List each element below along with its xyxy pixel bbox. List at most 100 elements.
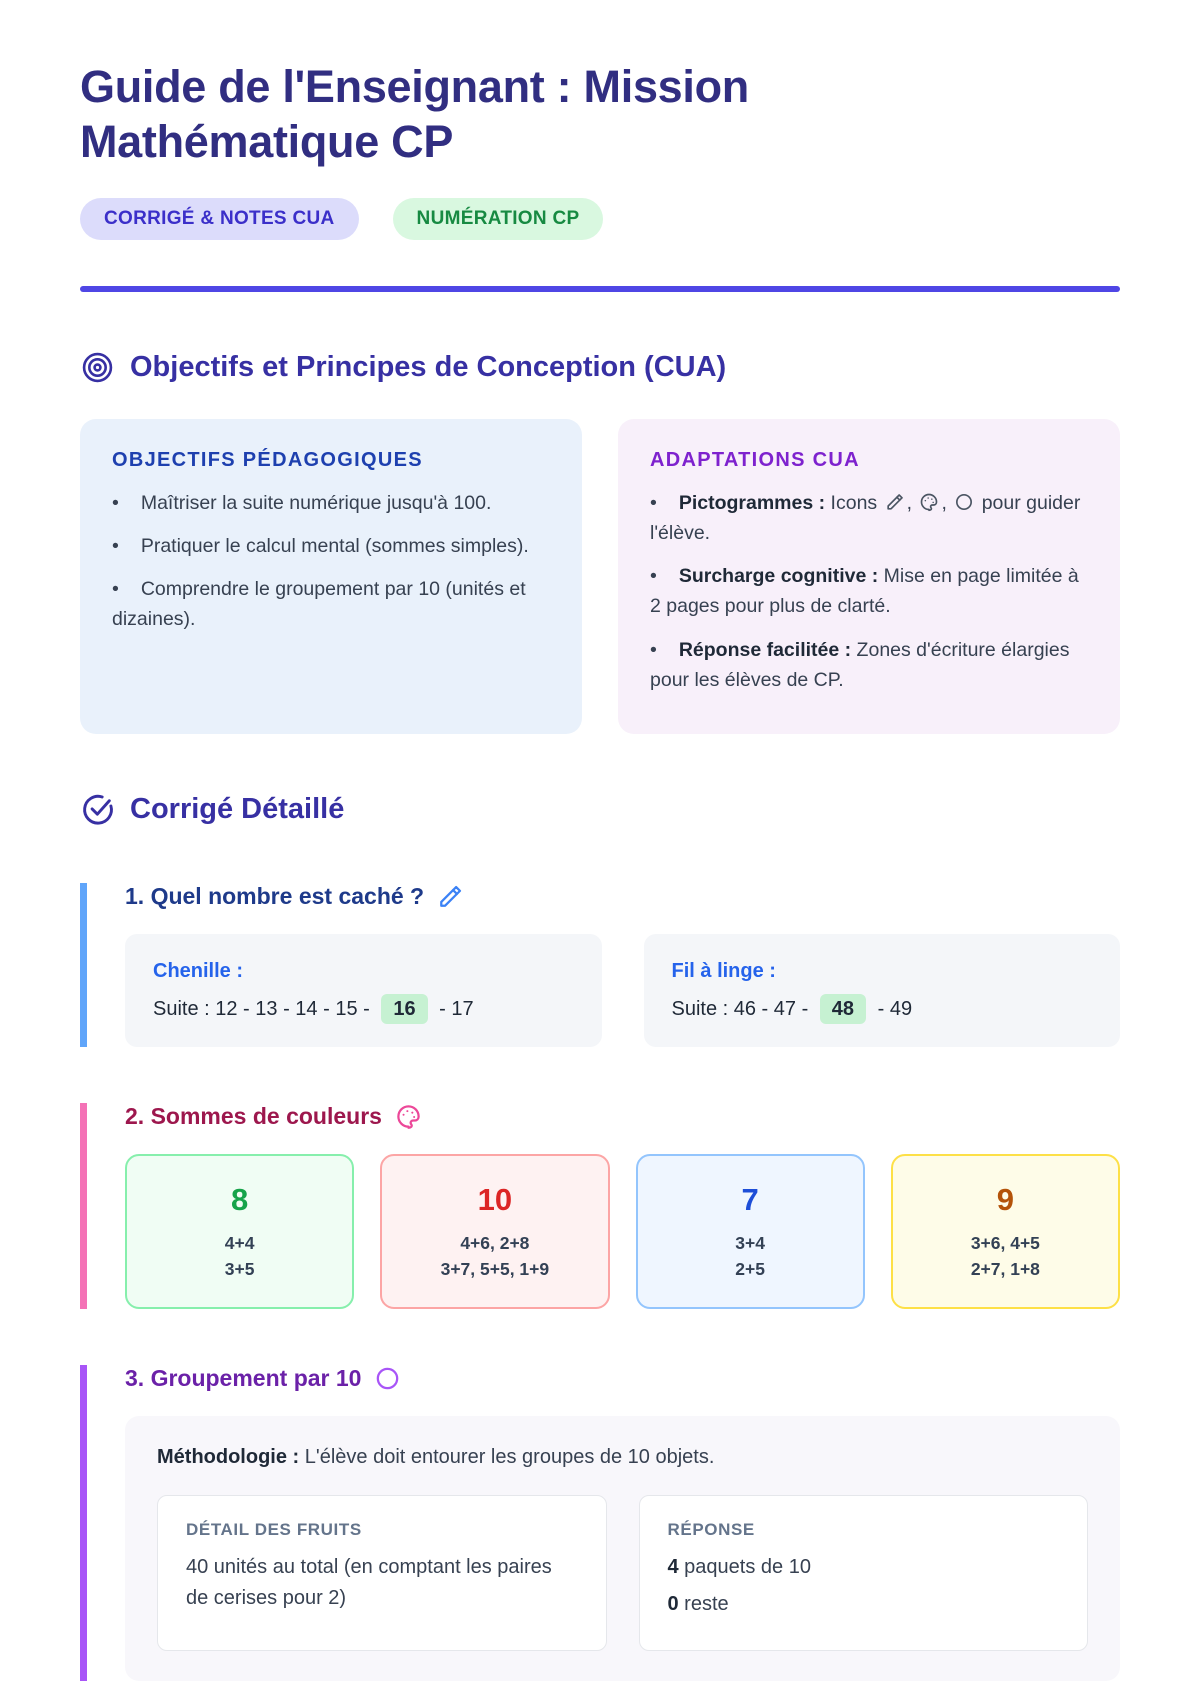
methodology-card: Méthodologie : L'élève doit entourer les… [125, 1415, 1120, 1681]
card-adaptations-title: ADAPTATIONS CUA [650, 448, 860, 471]
exercise-1-block: 1. Quel nombre est caché ? Chenille : Su… [80, 883, 1120, 1048]
exercise-2-block: 2. Sommes de couleurs 8 4+4 3+5 10 4+6, 2… [80, 1103, 1120, 1309]
sum-total: 7 [741, 1182, 759, 1218]
bullet-lead: Pictogrammes : [678, 491, 826, 514]
circle-icon [374, 1365, 401, 1392]
sum-combinations: 4+4 3+5 [137, 1230, 342, 1283]
bullet-item: • Pratiquer le calcul mental (sommes simp… [112, 531, 550, 561]
section-heading-objectives: Objectifs et Principes de Conception (CU… [80, 350, 1120, 385]
bullet-dot: • [650, 638, 657, 661]
panel-line-bold: 4 [667, 1555, 679, 1578]
exercise-3-title: 3. Groupement par 10 [125, 1365, 1120, 1392]
sum-combinations: 3+4 2+5 [648, 1230, 853, 1283]
sum-line: 2+7, 1+8 [970, 1259, 1040, 1280]
answer-panels-row: DÉTAIL DES FRUITS 40 unités au total (en… [157, 1494, 1088, 1651]
sum-card-10: 10 4+6, 2+8 3+7, 5+5, 1+9 [380, 1154, 610, 1309]
bullet-lead: Réponse facilitée : [678, 638, 852, 661]
section-heading-objectives-label: Objectifs et Principes de Conception (CU… [130, 350, 727, 383]
sum-combinations: 3+6, 4+5 2+7, 1+8 [903, 1230, 1108, 1283]
palette-icon [395, 1103, 422, 1130]
bullet-dot: • [650, 565, 657, 588]
bullet-dot: • [112, 578, 119, 601]
bullet-text: pour guider l'élève. [650, 491, 1081, 544]
pencil-icon [437, 883, 464, 910]
panel-line-text: reste [678, 1592, 729, 1615]
sum-line: 3+5 [224, 1259, 255, 1280]
sum-total: 8 [231, 1182, 249, 1218]
sum-card-9: 9 3+6, 4+5 2+7, 1+8 [890, 1154, 1120, 1309]
panel-line-text: 40 unités au total (en comptant les pair… [186, 1555, 552, 1609]
panel-line-bold: 0 [667, 1592, 679, 1615]
objectifs-bullet-list: • Maîtriser la suite numérique jusqu'à 10… [112, 488, 550, 635]
methodology-label: Méthodologie : [157, 1445, 300, 1468]
sum-line: 4+4 [224, 1233, 255, 1254]
badge-row: CORRIGÉ & NOTES CUA NUMÉRATION CP [80, 197, 1120, 240]
palette-icon [919, 492, 939, 512]
bullet-dot: • [650, 491, 657, 514]
sum-combinations: 4+6, 2+8 3+7, 5+5, 1+9 [392, 1230, 597, 1283]
bullet-item: • Pictogrammes : Icons , , pour guider l'… [650, 488, 1088, 548]
bullet-text: Mise en page limitée à 2 pages pour plus… [650, 565, 1079, 618]
panel-reponse: RÉPONSE 4 paquets de 10 0 reste [638, 1494, 1088, 1651]
exercise-1-title: 1. Quel nombre est caché ? [125, 883, 1120, 910]
sequence-label: Chenille : [153, 960, 244, 983]
answer-highlight: 16 [381, 994, 428, 1025]
objectives-cards-row: OBJECTIFS PÉDAGOGIQUES • Maîtriser la sui… [80, 418, 1120, 735]
sequence-cards-row: Chenille : Suite : 12 - 13 - 14 - 15 - 1… [125, 934, 1120, 1048]
sequence-label: Fil à linge : [671, 960, 776, 983]
methodology-text: Méthodologie : L'élève doit entourer les… [157, 1446, 1088, 1469]
sum-line: 3+6, 4+5 [970, 1233, 1040, 1254]
exercise-1-title-label: 1. Quel nombre est caché ? [125, 883, 425, 910]
check-circle-icon [80, 792, 115, 827]
badge-corrige-notes-cua: CORRIGÉ & NOTES CUA [80, 197, 359, 240]
bullet-dot: • [112, 491, 119, 514]
sequence-prefix: Suite : 12 - 13 - 14 - 15 - [153, 998, 376, 1021]
exercise-2-title: 2. Sommes de couleurs [125, 1103, 1120, 1130]
panel-line: 0 reste [668, 1589, 1060, 1620]
sum-total: 9 [996, 1182, 1014, 1218]
bullet-item: • Réponse facilitée : Zones d'écriture él… [650, 635, 1088, 695]
bullet-item: • Maîtriser la suite numérique jusqu'à 10… [112, 488, 550, 518]
exercise-3-block: 3. Groupement par 10 Méthodologie : L'él… [80, 1364, 1120, 1681]
adaptations-bullet-list: • Pictogrammes : Icons , , pour guider l'… [650, 488, 1088, 695]
target-icon [80, 350, 115, 385]
sum-line: 2+5 [735, 1259, 765, 1280]
sum-line: 4+6, 2+8 [460, 1233, 530, 1254]
exercise-3-title-label: 3. Groupement par 10 [125, 1364, 362, 1391]
bullet-item: • Comprendre le groupement par 10 (unités… [112, 574, 550, 634]
bullet-lead: Surcharge cognitive : [678, 565, 879, 588]
bullet-text: Maîtriser la suite numérique jusqu'à 100… [140, 491, 492, 514]
bullet-dot: • [112, 535, 119, 557]
panel-line: 4 paquets de 10 [668, 1552, 1060, 1583]
bullet-text: Pratiquer le calcul mental (sommes simpl… [140, 535, 529, 557]
sum-total: 10 [477, 1182, 513, 1218]
bullet-text: Zones d'écriture élargies pour les élève… [650, 638, 1070, 691]
section-heading-corrige: Corrigé Détaillé [80, 792, 1120, 827]
panel-detail-des-fruits: DÉTAIL DES FRUITS 40 unités au total (en… [157, 1494, 607, 1651]
methodology-body: L'élève doit entourer les groupes de 10 … [299, 1445, 715, 1468]
card-objectifs-title: OBJECTIFS PÉDAGOGIQUES [112, 448, 423, 471]
sequence-prefix: Suite : 46 - 47 - [671, 998, 814, 1021]
sum-cards-row: 8 4+4 3+5 10 4+6, 2+8 3+7, 5+5, 1+9 7 3+4 2… [125, 1154, 1120, 1309]
sum-line: 3+7, 5+5, 1+9 [440, 1259, 550, 1280]
panel-title: RÉPONSE [667, 1519, 755, 1539]
sum-line: 3+4 [735, 1233, 765, 1254]
card-adaptations-cua: ADAPTATIONS CUA • Pictogrammes : Icons , … [618, 418, 1120, 735]
bullet-text: Icons [825, 491, 883, 514]
circle-icon [954, 492, 974, 512]
pencil-icon [885, 492, 905, 512]
exercise-2-title-label: 2. Sommes de couleurs [125, 1103, 382, 1130]
answer-highlight: 48 [819, 994, 867, 1025]
sequence-suffix: - 49 [872, 998, 913, 1021]
bullet-text: , [941, 491, 953, 514]
badge-numeration-cp: NUMÉRATION CP [392, 197, 604, 240]
sequence-card-chenille: Chenille : Suite : 12 - 13 - 14 - 15 - 1… [125, 934, 602, 1048]
card-objectifs-pedagogiques: OBJECTIFS PÉDAGOGIQUES • Maîtriser la sui… [80, 418, 582, 735]
sequence-suffix: - 17 [433, 998, 474, 1021]
page-title: Guide de l'Enseignant : Mission Mathémat… [80, 61, 749, 167]
panel-line-text: paquets de 10 [678, 1555, 811, 1578]
sequence-card-fil-a-linge: Fil à linge : Suite : 46 - 47 - 48 - 49 [643, 934, 1120, 1048]
sequence-text: Suite : 46 - 47 - 48 - 49 [671, 994, 1093, 1025]
bullet-item: • Surcharge cognitive : Mise en page limi… [650, 561, 1088, 621]
